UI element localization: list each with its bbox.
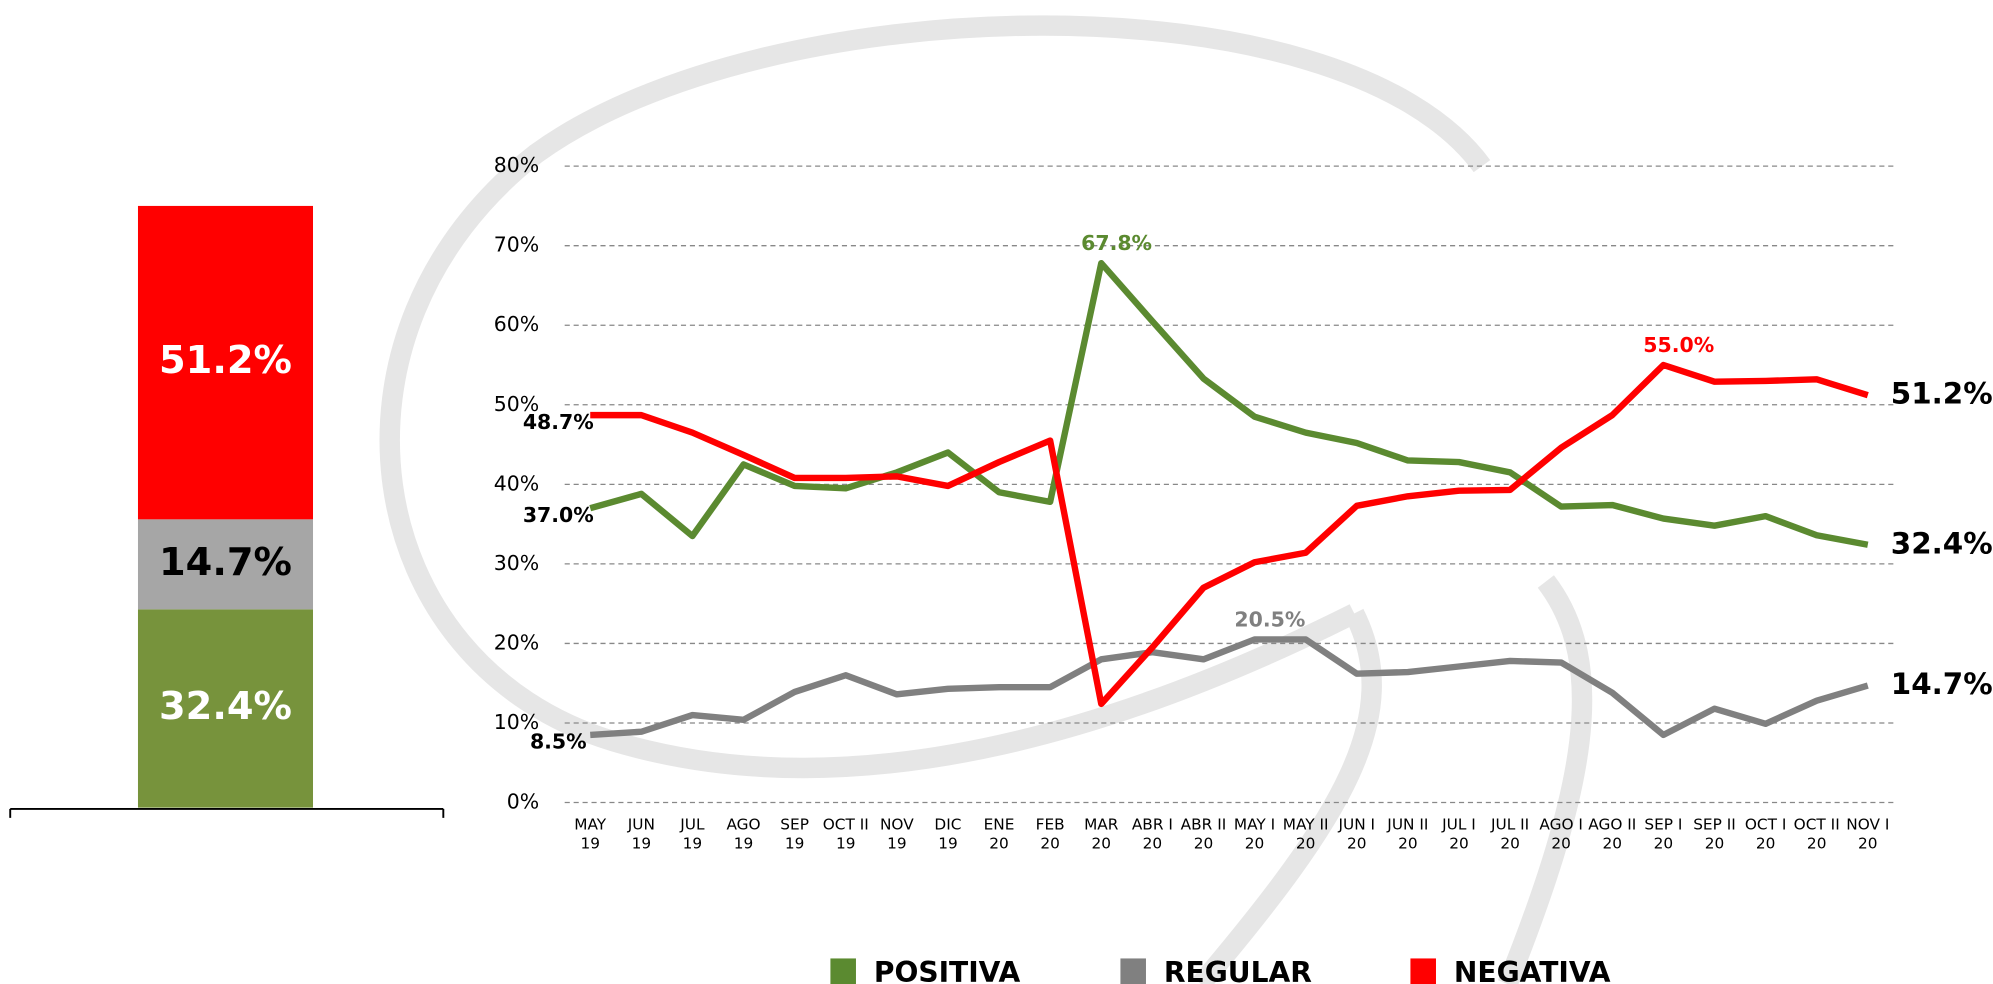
legend-label: POSITIVA bbox=[874, 956, 1021, 984]
value-label: 8.5% bbox=[530, 730, 587, 754]
bar-label: 51.2% bbox=[159, 338, 292, 383]
watermark-swirl bbox=[1508, 581, 1583, 984]
page: {"chart_data": [ {"type": "stacked-bar",… bbox=[0, 0, 1993, 984]
series-line bbox=[590, 639, 1868, 734]
value-label: 51.2% bbox=[1891, 377, 1993, 411]
value-label: 37.0% bbox=[523, 503, 594, 527]
value-label: 20.5% bbox=[1234, 607, 1305, 631]
y-tick-label: 0% bbox=[507, 790, 539, 814]
y-tick-label: 20% bbox=[494, 630, 539, 654]
x-tick-label-box: NOV I 20 bbox=[1832, 815, 1904, 866]
x-tick-label: NOV I 20 bbox=[1832, 815, 1904, 853]
value-label: 67.8% bbox=[1081, 231, 1152, 255]
y-tick-label: 40% bbox=[494, 471, 539, 495]
y-tick-label: 70% bbox=[494, 233, 539, 257]
watermark-swirl bbox=[390, 26, 1482, 768]
y-tick-label: 60% bbox=[494, 312, 539, 336]
series-line bbox=[590, 365, 1868, 704]
value-label: 48.7% bbox=[523, 410, 594, 434]
value-label: 55.0% bbox=[1643, 333, 1714, 357]
legend-label: REGULAR bbox=[1164, 956, 1312, 984]
bar-label: 14.7% bbox=[159, 540, 292, 585]
legend-label: NEGATIVA bbox=[1454, 956, 1611, 984]
y-tick-label: 80% bbox=[494, 153, 539, 177]
series-line bbox=[590, 263, 1868, 545]
value-label: 32.4% bbox=[1891, 526, 1993, 560]
value-label: 14.7% bbox=[1891, 667, 1993, 701]
legend-swatch bbox=[1120, 958, 1146, 984]
bar-label: 32.4% bbox=[159, 684, 292, 729]
legend-swatch bbox=[830, 958, 856, 984]
chart: 32.4%14.7%51.2%0%10%20%30%40%50%60%70%80… bbox=[0, 0, 1993, 984]
y-tick-label: 30% bbox=[494, 551, 539, 575]
legend-swatch bbox=[1410, 958, 1436, 984]
